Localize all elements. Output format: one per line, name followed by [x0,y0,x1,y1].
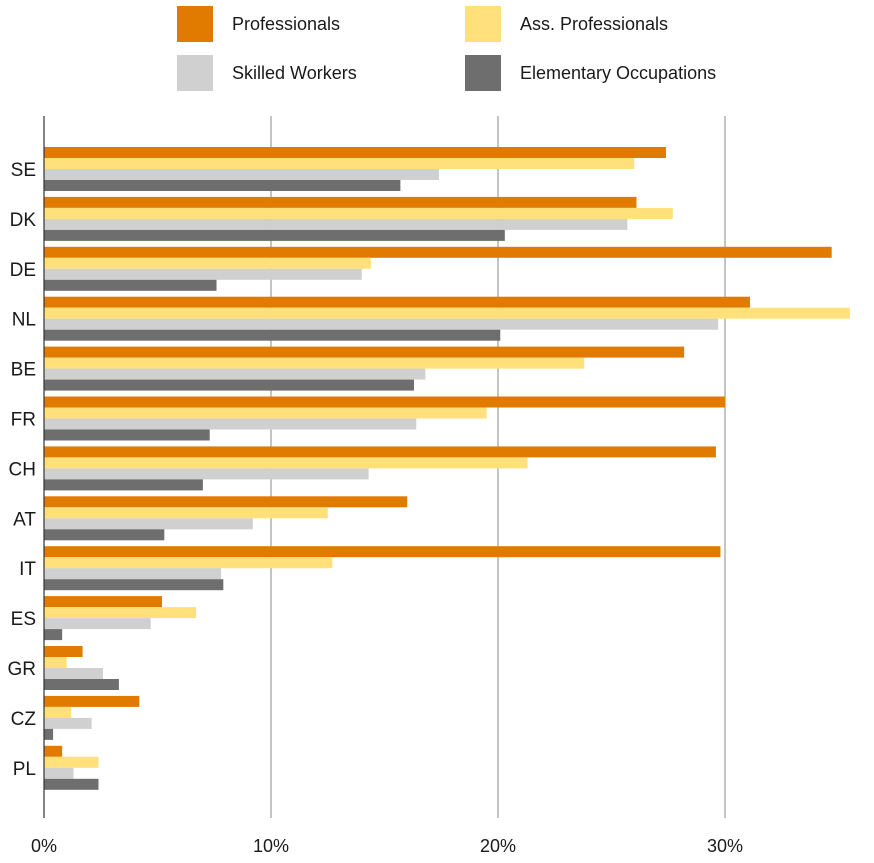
bar-gr-1 [44,657,67,668]
x-tick-label-1: 10% [253,836,289,856]
bar-se-1 [44,158,635,169]
legend-label-professionals: Professionals [232,14,340,34]
category-label-se: SE [11,160,36,181]
bar-fr-3 [44,429,210,441]
bar-gr-3 [44,679,119,690]
bar-cz-1 [44,706,72,718]
bar-de-2 [44,268,362,280]
bar-ch-2 [44,468,369,480]
bar-it-3 [44,579,224,591]
legend-swatch-skilled-workers [177,55,213,91]
legend-swatch-elementary-occupations [465,55,501,91]
category-label-ch: CH [9,459,36,480]
category-label-pl: PL [13,759,36,780]
bar-fr-1 [44,407,487,419]
category-label-es: ES [11,609,36,630]
bar-ch-3 [44,479,203,491]
bar-dk-2 [44,218,628,230]
bar-be-2 [44,368,426,380]
bar-it-1 [44,557,333,569]
category-label-be: BE [11,360,36,381]
category-label-dk: DK [10,210,37,231]
bar-cz-3 [44,728,54,740]
bar-se-3 [44,180,401,191]
legend-label-ass-professionals: Ass. Professionals [520,14,668,34]
bar-ch-0 [44,446,716,458]
bar-es-1 [44,607,197,619]
category-label-at: AT [13,509,36,530]
bar-cz-0 [44,695,140,707]
bar-es-2 [44,618,151,630]
category-label-cz: CZ [11,709,37,730]
legend-swatch-professionals [177,6,213,42]
bar-nl-1 [44,307,850,319]
bar-es-0 [44,596,163,608]
x-tick-label-2: 20% [480,836,516,856]
category-label-gr: GR [8,659,37,680]
bar-nl-0 [44,296,750,308]
bar-de-3 [44,279,217,291]
bar-dk-3 [44,229,505,241]
bar-pl-0 [44,745,63,757]
bar-be-3 [44,379,415,391]
bar-pl-3 [44,778,99,790]
bar-at-3 [44,529,165,541]
bar-be-0 [44,346,685,358]
bar-se-2 [44,169,439,180]
bar-dk-0 [44,196,637,208]
bar-pl-1 [44,756,99,768]
bar-fr-0 [44,396,725,408]
bar-se-0 [44,147,666,158]
x-tick-label-0: 0% [31,836,57,856]
category-label-it: IT [19,559,36,580]
bar-be-1 [44,357,585,369]
x-tick-label-3: 30% [707,836,743,856]
bar-pl-2 [44,767,74,779]
bar-fr-2 [44,418,417,430]
bar-it-0 [44,546,721,558]
bar-at-2 [44,518,253,530]
bar-at-1 [44,507,328,519]
bar-de-1 [44,257,371,269]
category-label-de: DE [10,260,36,281]
bar-it-2 [44,568,222,580]
legend-swatch-ass-professionals [465,6,501,42]
category-label-fr: FR [11,410,36,431]
legend: Professionals Ass. Professionals Skilled W… [177,6,716,91]
bar-nl-3 [44,329,501,341]
bar-at-0 [44,496,408,508]
bar-nl-2 [44,318,719,330]
legend-label-elementary-occupations: Elementary Occupations [520,63,716,83]
bars [44,147,850,790]
bar-cz-2 [44,717,92,729]
bar-gr-2 [44,668,104,679]
bar-gr-0 [44,646,83,657]
legend-label-skilled-workers: Skilled Workers [232,63,357,83]
bar-de-0 [44,246,832,258]
category-label-nl: NL [12,310,36,331]
bar-dk-1 [44,207,673,219]
bar-ch-1 [44,457,528,469]
bar-es-3 [44,629,63,641]
axes: SE DK DE NL BE FR CH AT IT ES GR CZ PL 0% 10% 20% 30% [8,116,743,856]
